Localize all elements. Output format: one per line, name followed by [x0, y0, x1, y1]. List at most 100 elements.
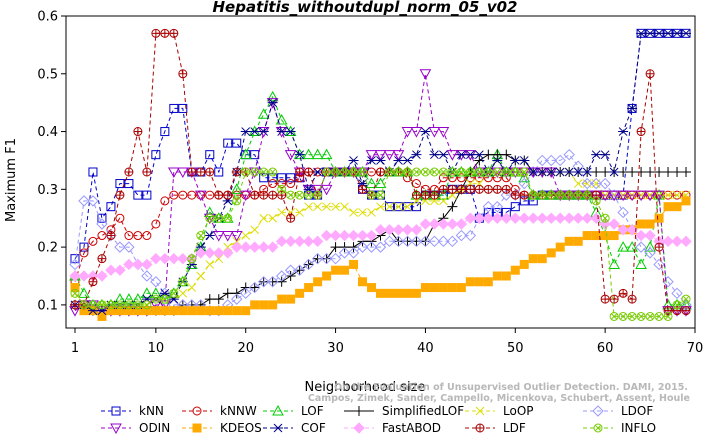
point-ldf: [672, 306, 682, 316]
y-tick-label: 0.1: [37, 298, 58, 313]
point-loop: [672, 190, 682, 200]
point-lof: [266, 90, 279, 102]
point-kdeos: [250, 300, 260, 310]
point-ldof: [248, 281, 261, 294]
point-ldof: [96, 218, 108, 230]
point-cof: [438, 150, 449, 160]
point-inflo: [331, 167, 341, 177]
point-inflo: [115, 300, 125, 310]
point-odin: [437, 127, 450, 138]
point-ldof: [500, 189, 513, 201]
point-odin: [257, 127, 270, 138]
point-lof: [78, 287, 90, 298]
point-inflo: [106, 300, 116, 310]
point-ldf: [277, 190, 287, 200]
point-kdeos: [358, 277, 368, 287]
point-fastabod: [266, 241, 279, 253]
point-kdeos: [124, 306, 134, 316]
point-fastabod: [96, 270, 108, 282]
point-ldf: [187, 167, 197, 177]
point-fastabod: [572, 212, 584, 224]
point-knnw: [178, 190, 188, 200]
point-lof: [123, 293, 135, 304]
point-kdeos: [331, 265, 341, 275]
point-knnw: [142, 231, 152, 241]
point-ldof: [545, 154, 557, 167]
point-inflo: [187, 254, 197, 264]
point-inflo: [70, 288, 80, 298]
point-fastabod: [446, 218, 459, 230]
point-ldof: [536, 154, 548, 167]
point-inflo: [672, 300, 682, 310]
point-fastabod: [383, 224, 396, 236]
point-ldf: [376, 167, 385, 177]
point-ldof: [275, 270, 288, 282]
point-kdeos: [681, 196, 691, 206]
point-kdeos: [393, 288, 403, 298]
legend-label: kNNW: [220, 404, 257, 418]
point-odin: [150, 300, 162, 311]
point-inflo: [349, 167, 359, 177]
legend-marker-lof: [272, 404, 284, 416]
point-ldof: [257, 276, 270, 288]
point-ldof: [293, 264, 306, 276]
legend: kNN kNNW LOF SimplifiedLOF LoOP LDOF ODIN KDEOS…: [101, 404, 656, 434]
point-ldof: [518, 177, 530, 190]
point-loop: [205, 260, 215, 269]
point-knnw: [456, 173, 466, 183]
point-ldf: [151, 28, 161, 38]
point-ldof: [644, 247, 656, 259]
point-ldf: [160, 28, 170, 38]
point-inflo: [384, 167, 394, 177]
point-loop: [178, 288, 188, 298]
point-kdeos: [214, 306, 224, 316]
legend-marker-odin: [110, 423, 122, 434]
point-simplifiedlof: [681, 167, 692, 177]
point-fastabod: [662, 235, 674, 248]
point-simplifiedlof: [483, 149, 494, 160]
point-cof: [294, 150, 305, 160]
point-inflo: [259, 167, 269, 177]
point-inflo: [492, 167, 502, 177]
point-inflo: [681, 294, 691, 304]
point-loop: [196, 271, 206, 281]
point-cof: [258, 127, 269, 136]
point-ldf: [223, 190, 233, 200]
point-ldf: [627, 294, 637, 304]
point-inflo: [97, 300, 107, 310]
legend-marker-knnw: [192, 406, 202, 416]
point-inflo: [367, 190, 377, 200]
point-inflo: [124, 300, 134, 310]
point-loop: [187, 283, 197, 292]
series-line-ldof: [74, 154, 687, 312]
point-fastabod: [554, 212, 566, 224]
y-tick-label: 0.3: [37, 183, 58, 198]
point-fastabod: [635, 229, 647, 242]
point-ldf: [169, 28, 179, 38]
point-fastabod: [257, 241, 270, 253]
point-cof: [537, 167, 548, 177]
point-knn: [232, 138, 242, 148]
point-knn: [133, 190, 143, 200]
point-odin: [383, 150, 396, 161]
point-cof: [564, 167, 575, 177]
point-kdeos: [546, 248, 556, 258]
point-simplifiedlof: [492, 149, 503, 160]
point-ldf: [483, 184, 493, 194]
point-cof: [627, 104, 638, 113]
point-knn: [205, 150, 215, 160]
point-fastabod: [168, 252, 180, 265]
point-odin: [608, 190, 620, 202]
point-knnw: [151, 219, 161, 229]
legend-item-knnw: kNNW: [182, 404, 257, 418]
point-fastabod: [78, 270, 90, 282]
point-cof: [492, 156, 503, 165]
point-ldof: [311, 252, 324, 265]
point-simplifiedlof: [663, 167, 674, 177]
point-kdeos: [169, 306, 179, 316]
point-kdeos: [295, 288, 305, 298]
point-loop: [313, 202, 322, 212]
point-inflo: [591, 196, 601, 206]
point-inflo: [205, 213, 215, 223]
point-knnw: [160, 196, 170, 206]
